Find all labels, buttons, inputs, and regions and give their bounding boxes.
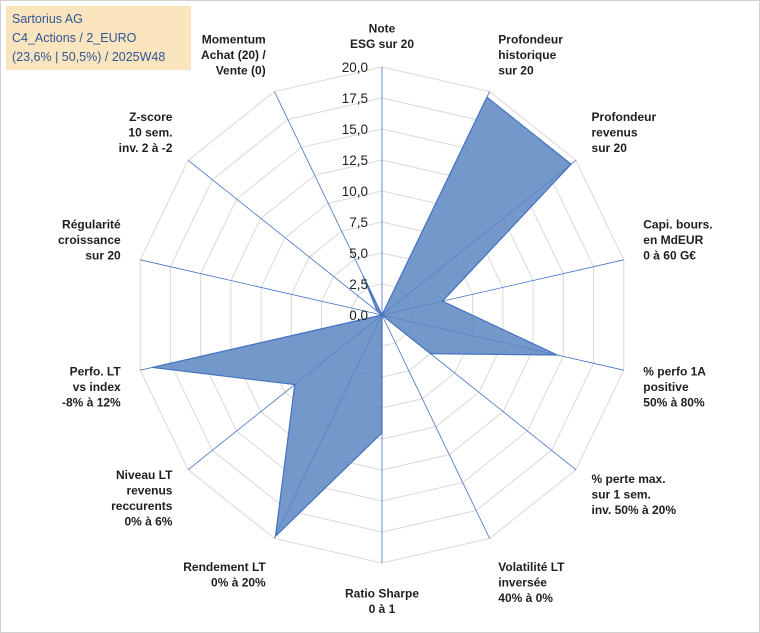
axis-label-line: 0% à 20% <box>211 575 266 589</box>
tick-label: 7,5 <box>349 215 368 230</box>
axis-label-line: sur 1 sem. <box>592 487 651 501</box>
axis-label-line: Note <box>369 22 396 36</box>
axis-label-line: 0 à 60 G€ <box>643 248 696 262</box>
axis-label: % perte max.sur 1 sem. inv. 50% à 20% <box>592 472 677 517</box>
axis-label-line: Achat (20) / <box>201 48 266 62</box>
axis-label-line: Volatilité LT <box>498 560 565 574</box>
tick-label: 2,5 <box>349 277 368 292</box>
tick-label: 0,0 <box>349 308 368 323</box>
axis-label-line: Niveau LT <box>116 468 173 482</box>
axis-label-line: 50% à 80% <box>643 396 705 410</box>
info-category: C4_Actions / 2_EURO <box>12 31 137 45</box>
axis-spoke <box>140 259 383 316</box>
axis-label-line: sur 20 <box>498 64 534 78</box>
axis-label-line: 0 à 1 <box>369 602 396 616</box>
tick-label: 12,5 <box>342 153 368 168</box>
axis-label-line: 10 sem. <box>128 125 172 139</box>
axis-label-line: Z-score <box>129 110 173 124</box>
axis-label-line: reccurents <box>111 499 173 513</box>
axis-label-line: Momentum <box>202 33 266 47</box>
tick-label: 15,0 <box>342 122 368 137</box>
axis-label-line: inv. 2 à -2 <box>119 141 173 155</box>
axis-label-line: revenus <box>126 484 172 498</box>
axis-label-line: 0% à 6% <box>124 515 172 529</box>
tick-label: 5,0 <box>349 246 368 261</box>
axis-spoke <box>381 314 490 539</box>
axis-label-line: Capi. bours. <box>643 217 712 231</box>
axis-label-line: vs index <box>73 380 121 394</box>
axis-spoke <box>187 160 383 316</box>
axis-label-line: croissance <box>58 233 121 247</box>
axis-label-line: ESG sur 20 <box>350 37 414 51</box>
axis-label-line: Perfo. LT <box>70 365 122 379</box>
info-company: Sartorius AG <box>12 12 83 26</box>
axis-label-line: historique <box>498 48 556 62</box>
tick-label: 20,0 <box>342 60 368 75</box>
axis-label-line: -8% à 12% <box>62 396 121 410</box>
axis-label-line: Ratio Sharpe <box>345 587 419 601</box>
axis-label-line: % perfo 1A <box>643 365 706 379</box>
info-box: Sartorius AG C4_Actions / 2_EURO (23,6% … <box>6 6 191 70</box>
axis-label-line: positive <box>643 380 689 394</box>
axis-label-line: revenus <box>592 125 638 139</box>
axis-label-line: Profondeur <box>498 33 563 47</box>
tick-label: 17,5 <box>342 91 368 106</box>
axis-label-line: Régularité <box>62 217 121 231</box>
axis-label: Rendement LT0% à 20% <box>183 560 266 590</box>
tick-layer: 0,0 2,5 5,0 7,5 10,0 12,5 15,0 17,5 20,0 <box>342 60 368 323</box>
tick-label: 10,0 <box>342 184 368 199</box>
series-layer <box>152 96 572 538</box>
info-scores: (23,6% | 50,5%) / 2025W48 <box>12 50 166 64</box>
axis-label-line: sur 20 <box>592 141 628 155</box>
axis-label-line: sur 20 <box>85 248 121 262</box>
axis-label-line: inversée <box>498 575 547 589</box>
axis-label-line: % perte max. <box>592 472 666 486</box>
axis-label-line: Rendement LT <box>183 560 266 574</box>
axis-label-line: Vente (0) <box>216 64 266 78</box>
axis-label-line: 40% à 0% <box>498 591 553 605</box>
axis-label-line: inv. 50% à 20% <box>592 503 677 517</box>
axis-label-line: en MdEUR <box>643 233 703 247</box>
axis-label-line: Profondeur <box>592 110 657 124</box>
series-area <box>152 96 572 538</box>
